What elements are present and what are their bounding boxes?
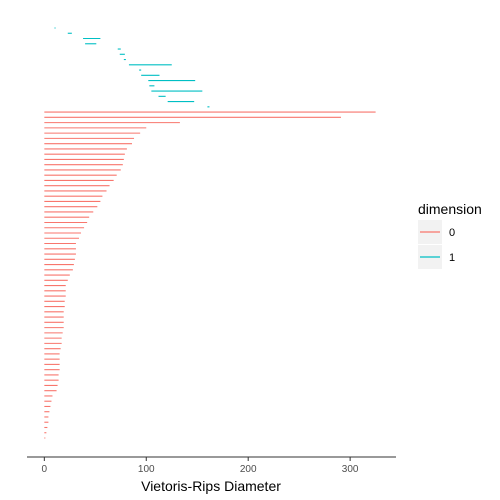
x-tick-label-100: 100 — [138, 464, 155, 475]
legend-label-1: 1 — [449, 252, 455, 264]
legend-items: 01 — [418, 220, 455, 269]
x-tick-label-200: 200 — [240, 464, 257, 475]
x-tick-label-300: 300 — [342, 464, 359, 475]
x-tick-label-0: 0 — [42, 464, 48, 475]
legend-title: dimension — [418, 201, 482, 217]
bars-layer — [44, 27, 376, 439]
legend-label-0: 0 — [449, 227, 455, 239]
legend: dimension 01 — [418, 201, 482, 269]
x-axis-title: Vietoris-Rips Diameter — [141, 478, 281, 494]
x-axis-ticks: 0 100 200 300 — [42, 457, 359, 475]
